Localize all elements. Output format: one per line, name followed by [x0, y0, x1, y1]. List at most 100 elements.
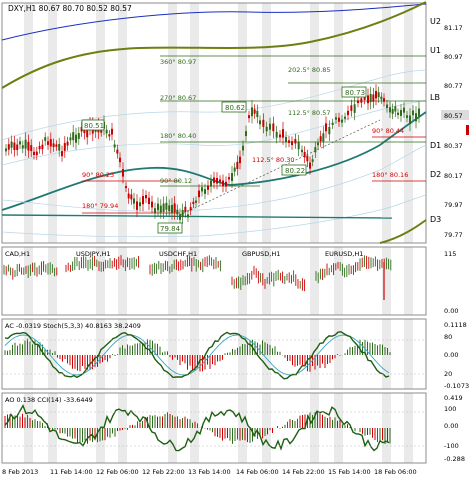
- candle-body: [5, 148, 7, 152]
- candle-body: [165, 202, 168, 210]
- candle-body: [328, 126, 331, 135]
- session-stripe: [382, 247, 391, 315]
- candle-body: [228, 177, 230, 180]
- candle-body: [403, 107, 405, 113]
- candle-body: [198, 190, 200, 198]
- candle-body: [171, 205, 173, 213]
- stochastic-panel[interactable]: [1, 318, 427, 390]
- candle-body: [245, 131, 247, 137]
- main-chart-layer: [1, 1, 427, 244]
- candle-body: [294, 139, 297, 144]
- svg-text:80.62: 80.62: [225, 104, 245, 112]
- ao-scale-top: 0.419: [444, 394, 463, 402]
- candle-body: [360, 98, 363, 103]
- session-stripe: [262, 393, 271, 463]
- candle-body: [38, 146, 41, 150]
- candle-body: [325, 123, 327, 132]
- price-scale-80-17: 80.17: [444, 172, 463, 180]
- price-scale-80-97: 80.97: [444, 53, 463, 61]
- level-label-d2: D2: [430, 170, 441, 179]
- candle-body: [309, 162, 311, 169]
- session-stripe: [404, 247, 413, 315]
- annotation-112-80-30: 112.5° 80.30: [252, 156, 295, 164]
- candle-body: [52, 143, 55, 148]
- candle-body: [159, 205, 162, 213]
- mini-scale-top: 115: [444, 250, 456, 258]
- svg-text:80.73: 80.73: [345, 89, 365, 97]
- candle-body: [291, 141, 293, 145]
- candle-body: [148, 197, 150, 205]
- candle-body: [311, 159, 314, 162]
- session-stripe: [48, 3, 57, 243]
- annotation-360-80-97: 360° 80.97: [160, 58, 196, 66]
- candle-body: [24, 139, 27, 149]
- candle-body: [127, 193, 130, 199]
- candle-body: [415, 113, 417, 122]
- candle-body: [397, 112, 399, 115]
- session-stripe: [238, 3, 247, 243]
- candle-body: [195, 200, 197, 203]
- candle-body: [66, 141, 69, 146]
- session-stripe: [404, 3, 413, 243]
- mini-label-usdjpy: USDJPY,H1: [76, 250, 111, 258]
- candle-body: [189, 207, 192, 211]
- ao-scale-zero: 0.00: [444, 422, 458, 430]
- main-price-panel[interactable]: [1, 2, 427, 244]
- session-stripe: [334, 3, 343, 243]
- candle-body: [7, 144, 10, 150]
- candle-body: [86, 128, 89, 138]
- annotation-180-79-94: 180° 79.94: [82, 202, 118, 210]
- session-stripe: [118, 3, 127, 243]
- stoch-scale-80: 80: [444, 333, 452, 341]
- candle-body: [192, 201, 195, 204]
- level-label-u1: U1: [430, 46, 441, 55]
- svg-text:80.22: 80.22: [285, 167, 305, 175]
- candle-body: [314, 147, 317, 153]
- candle-body: [168, 205, 171, 212]
- candle-body: [344, 116, 346, 119]
- band-light-4: [1, 194, 427, 238]
- session-stripe: [382, 3, 391, 243]
- candle-body: [282, 129, 284, 138]
- candle-body: [272, 123, 275, 132]
- candle-body: [151, 201, 153, 208]
- candle-body: [204, 189, 206, 194]
- mini-label-gbpusd: GBPUSD,H1: [242, 250, 280, 258]
- session-stripe: [262, 247, 271, 315]
- candle-body: [285, 136, 287, 143]
- candle-body: [347, 110, 349, 116]
- ao-cci-panel[interactable]: [1, 392, 427, 464]
- session-stripe: [310, 319, 319, 389]
- candle-body: [108, 134, 111, 137]
- candle-body: [72, 132, 75, 141]
- session-stripe: [118, 247, 127, 315]
- candle-body: [372, 94, 375, 102]
- candle-body: [16, 144, 19, 151]
- candle-body: [142, 196, 144, 205]
- session-stripe: [404, 319, 413, 389]
- candle-body: [301, 149, 303, 153]
- trend-line-dashed: [179, 119, 381, 216]
- level-label-d3: D3: [430, 215, 441, 224]
- candle-body: [269, 123, 271, 130]
- stoch-main-line: [4, 331, 390, 380]
- annotation-90-80-44: 90° 80.44: [372, 127, 404, 135]
- mini-symbols-panel[interactable]: [1, 246, 427, 316]
- stoch-scale-bottom: -0.1073: [444, 382, 469, 390]
- candle-body: [233, 167, 236, 172]
- candle-body: [21, 145, 24, 149]
- annotation-180-80-40: 180° 80.40: [160, 132, 196, 140]
- candle-body: [35, 151, 38, 156]
- candle-body: [210, 180, 212, 187]
- candle-body: [207, 185, 209, 190]
- band-light-3: [1, 144, 427, 212]
- session-stripe: [190, 319, 199, 389]
- candle-body: [216, 177, 218, 184]
- candle-body: [116, 149, 119, 154]
- candle-body: [125, 186, 127, 189]
- candle-body: [213, 177, 215, 183]
- candle-body: [33, 151, 35, 155]
- candle-body: [219, 179, 221, 182]
- session-stripe: [24, 393, 33, 463]
